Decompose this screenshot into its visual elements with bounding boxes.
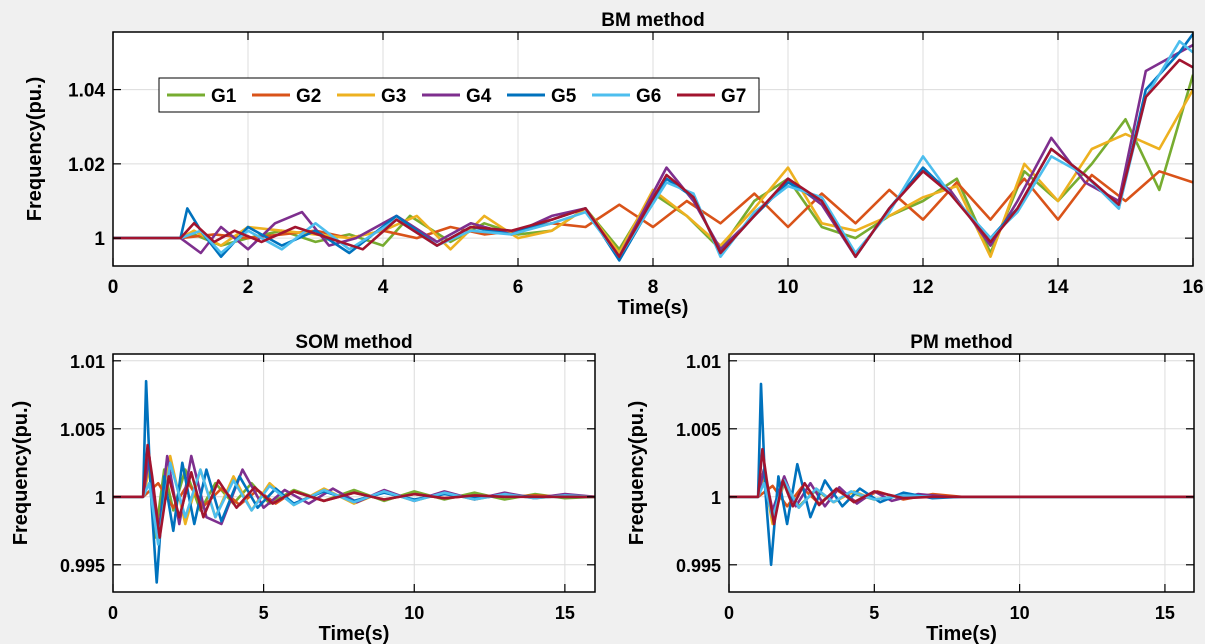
y-tick-label: 1.04 <box>68 81 105 102</box>
x-tick-label: 5 <box>869 603 879 623</box>
x-tick-label: 15 <box>555 603 575 623</box>
x-tick-label: 4 <box>378 277 389 298</box>
x-tick-label: 0 <box>108 603 118 623</box>
x-tick-label: 8 <box>648 277 659 298</box>
legend-label-g6: G6 <box>636 86 661 107</box>
y-tick-label: 1.01 <box>686 352 721 372</box>
legend-label-g4: G4 <box>466 86 492 107</box>
y-tick-label: 1 <box>711 488 721 508</box>
series-line-g4 <box>113 43 1193 258</box>
x-tick-label: 5 <box>259 603 269 623</box>
chart-title: SOM method <box>295 332 412 353</box>
series-line-g7 <box>113 58 1193 258</box>
chart-title: PM method <box>910 332 1012 353</box>
chart-title: BM method <box>601 10 704 31</box>
axes-box <box>112 353 596 593</box>
series-group <box>113 33 1193 262</box>
x-axis-label: Time(s) <box>618 297 689 319</box>
y-axis-label: Frequency(pu.) <box>10 401 32 545</box>
x-tick-label: 6 <box>513 277 524 298</box>
series-group <box>729 382 1194 567</box>
x-tick-label: 10 <box>1010 603 1030 623</box>
x-tick-label: 10 <box>404 603 424 623</box>
plot-area <box>113 354 595 592</box>
y-tick-label: 1.005 <box>676 420 721 440</box>
y-tick-label: 1.02 <box>68 155 105 176</box>
series-line-g3 <box>113 88 1193 258</box>
y-tick-label: 0.995 <box>60 556 105 576</box>
x-tick-label: 14 <box>1047 277 1069 298</box>
y-tick-label: 1.005 <box>60 420 105 440</box>
series-line-g7 <box>729 447 1194 526</box>
legend-label-g2: G2 <box>296 86 321 107</box>
x-tick-label: 10 <box>777 277 798 298</box>
series-group <box>113 379 595 584</box>
x-tick-label: 0 <box>108 277 119 298</box>
x-tick-label: 15 <box>1155 603 1175 623</box>
y-tick-label: 1 <box>95 488 105 508</box>
chart-2: 0 5 10 15 0.995 1 1.005 1.01 PM method Time(s) Fre… <box>626 332 1195 644</box>
series-line-g6 <box>113 40 1193 258</box>
y-tick-label: 0.995 <box>676 556 721 576</box>
chart-0: 0 2 4 6 8 10 12 14 16 1 1.02 1.04 BM method Time(s) Fr… <box>24 10 1204 319</box>
legend-label-g3: G3 <box>381 86 406 107</box>
x-axis-label: Time(s) <box>319 623 390 644</box>
legend-label-g7: G7 <box>721 86 746 107</box>
y-tick-label: 1 <box>94 229 105 250</box>
chart-1: 0 5 10 15 0.995 1 1.005 1.01 SOM method Time(s) Fr… <box>10 332 596 644</box>
legend-label-g1: G1 <box>211 86 237 107</box>
series-line-g7 <box>113 443 595 539</box>
y-axis-label: Frequency(pu.) <box>626 401 648 545</box>
legend-label-g5: G5 <box>551 86 577 107</box>
x-axis-label: Time(s) <box>926 623 997 644</box>
y-tick-label: 1.01 <box>70 352 105 372</box>
plot-area <box>729 354 1194 592</box>
x-tick-label: 12 <box>912 277 933 298</box>
axes-box <box>728 353 1195 593</box>
x-tick-label: 16 <box>1182 277 1203 298</box>
x-tick-label: 0 <box>724 603 734 623</box>
series-line-g2 <box>113 170 1193 240</box>
y-axis-label: Frequency(pu.) <box>24 77 46 221</box>
x-tick-label: 2 <box>243 277 254 298</box>
